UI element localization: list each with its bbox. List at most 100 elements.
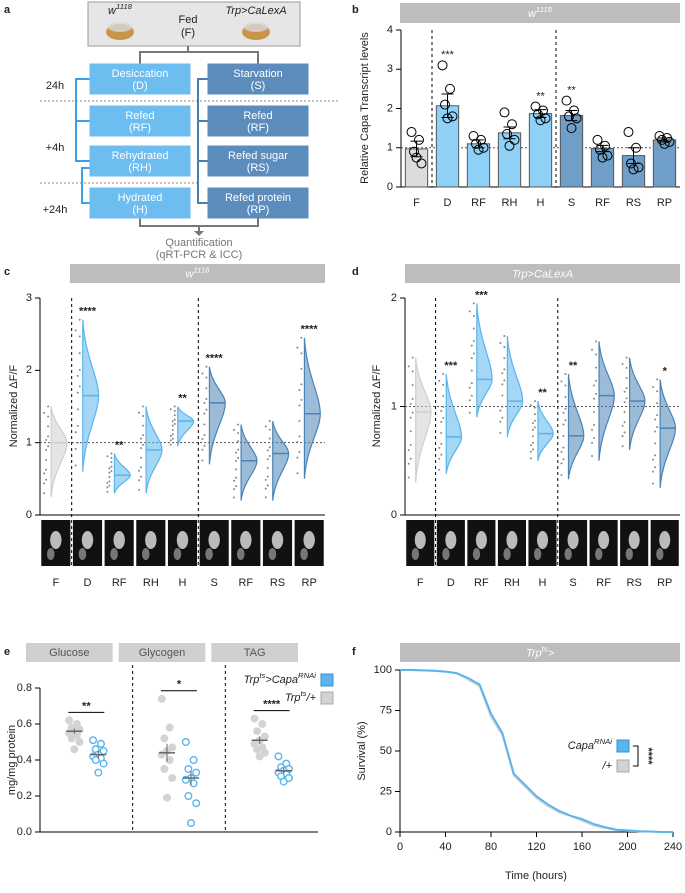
condition-box [89, 187, 191, 219]
texture-dot [533, 400, 536, 403]
significance: ** [536, 90, 545, 102]
texture-dot [76, 374, 79, 377]
x-tick-label: RS [627, 577, 642, 589]
condition-label: Refed protein [225, 192, 291, 204]
x-tick-label: F [413, 197, 420, 209]
texture-dot [499, 420, 502, 423]
texture-dot [409, 457, 412, 460]
texture-dot [266, 458, 269, 461]
connector [139, 218, 259, 227]
micrograph-cell [414, 531, 426, 549]
texture-dot [499, 431, 502, 434]
condition-label: (RH) [128, 162, 151, 174]
texture-dot [531, 428, 534, 431]
texture-dot [171, 428, 174, 431]
texture-dot [264, 496, 267, 499]
texture-dot [106, 490, 109, 493]
texture-dot [266, 466, 269, 469]
fly-wing [108, 22, 132, 32]
x-tick-label: RS [626, 197, 641, 209]
texture-dot [298, 420, 301, 423]
data-point [192, 768, 201, 777]
significance: **** [206, 353, 224, 365]
texture-dot [78, 318, 81, 321]
texture-dot [45, 458, 48, 461]
texture-dot [442, 383, 445, 386]
micrograph-cell [113, 531, 125, 549]
texture-dot [407, 476, 410, 479]
texture-dot [623, 431, 626, 434]
data-point [99, 759, 108, 768]
texture-dot [595, 392, 598, 395]
micrograph-cell [628, 531, 640, 549]
texture-dot [440, 431, 443, 434]
chart-title-part: w [186, 268, 195, 280]
data-point [569, 105, 579, 116]
x-tick-label: 200 [618, 841, 636, 853]
x-tick-label: D [84, 577, 92, 589]
texture-dot [533, 406, 536, 409]
texture-dot [205, 397, 208, 400]
condition-label: Refed [243, 110, 272, 122]
micrograph-cell [598, 531, 610, 549]
texture-dot [440, 409, 443, 412]
texture-dot [472, 302, 475, 305]
panel-letter: e [4, 646, 10, 658]
x-tick-label: S [568, 197, 575, 209]
texture-dot [296, 346, 299, 349]
texture-dot [237, 423, 240, 426]
data-point [602, 150, 613, 161]
y-tick-label: 25 [380, 785, 392, 797]
texture-dot [45, 468, 48, 471]
texture-dot [76, 408, 79, 411]
time-label: +4h [46, 142, 65, 154]
micrograph-cell [110, 548, 118, 560]
condition-label: Refed [125, 110, 154, 122]
texture-dot [268, 428, 271, 431]
texture-dot [501, 405, 504, 408]
texture-dot [621, 363, 624, 366]
legend-label: CapaRNAi [568, 737, 613, 752]
panel-letter: f [352, 646, 356, 658]
output-label: (qRT-PCR & ICC) [156, 249, 243, 261]
header-box [26, 643, 113, 662]
texture-dot [108, 484, 111, 487]
y-tick-label: 0 [387, 181, 393, 193]
fly-label: w1118 [108, 2, 133, 17]
texture-dot [560, 380, 563, 383]
texture-dot [169, 439, 172, 442]
texture-dot [201, 459, 204, 462]
texture-dot [205, 387, 208, 390]
legend-label-part: /+ [306, 692, 317, 704]
x-tick-label: RP [657, 197, 672, 209]
texture-dot [47, 445, 50, 448]
condition-box [89, 145, 191, 177]
y-axis-label: Relative Capa Transcript levels [359, 32, 371, 184]
texture-dot [654, 442, 657, 445]
texture-dot [298, 388, 301, 391]
legend-label-part: ts [259, 671, 265, 680]
condition-label: Starvation [233, 68, 283, 80]
x-tick-label: S [210, 577, 217, 589]
fly-label: Trp>CaLexA [225, 5, 286, 17]
texture-dot [266, 475, 269, 478]
texture-dot [529, 404, 532, 407]
data-point [592, 134, 603, 145]
violin-body [208, 366, 226, 465]
micrograph-cell [411, 548, 420, 560]
data-point [65, 716, 74, 725]
x-tick-label: RH [504, 577, 520, 589]
texture-dot [503, 379, 506, 382]
significance: **** [642, 747, 654, 765]
data-point [181, 738, 190, 747]
data-point [274, 752, 283, 761]
texture-dot [76, 441, 79, 444]
texture-dot [409, 402, 412, 405]
connector [139, 51, 259, 64]
header-box [405, 264, 680, 283]
texture-dot [235, 451, 238, 454]
texture-dot [501, 416, 504, 419]
y-tick-label: 1 [391, 400, 397, 412]
micrograph-cell [236, 548, 245, 560]
fed-label: Fed [179, 14, 198, 26]
